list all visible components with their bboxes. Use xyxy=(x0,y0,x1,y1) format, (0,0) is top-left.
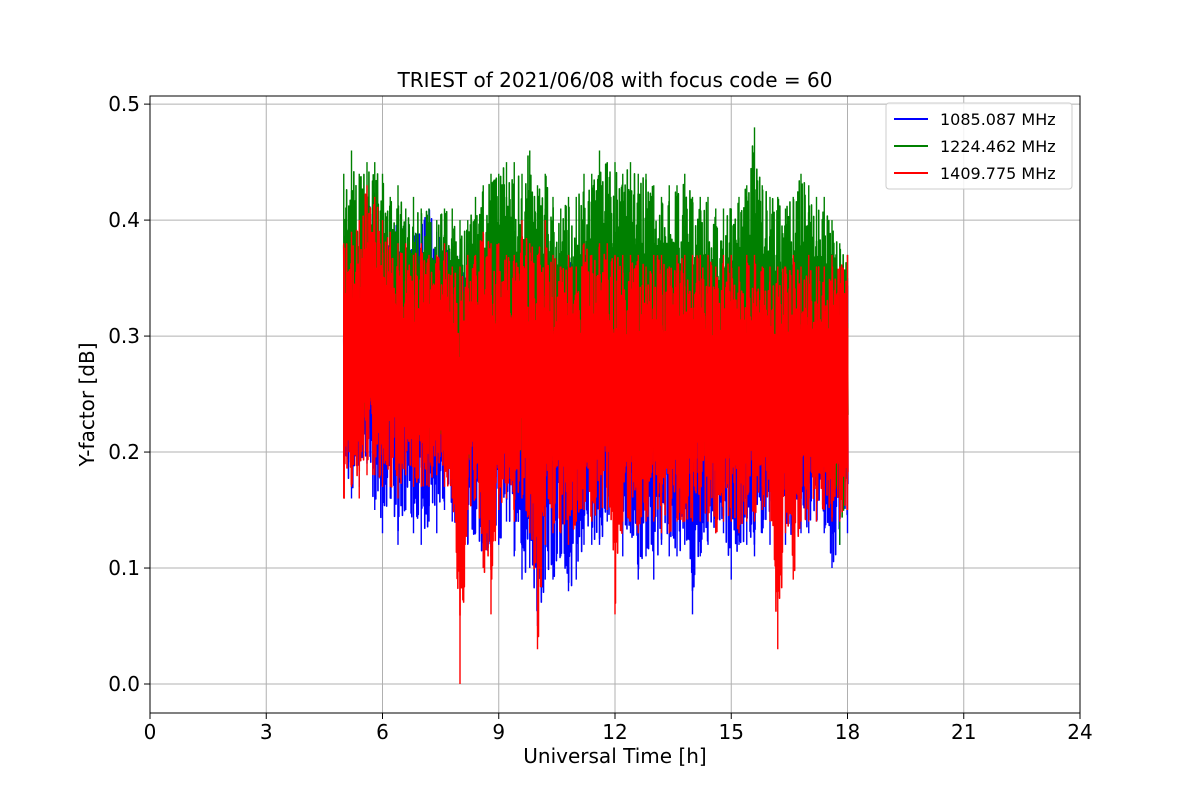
legend: 1085.087 MHz 1224.462 MHz 1409.775 MHz xyxy=(885,102,1073,190)
y-tick-label: 0.2 xyxy=(108,440,140,464)
axis-ticks: 0 3 6 9 12 15 18 21 24 0.0 0.1 0.2 0.3 0.4 0.5 xyxy=(108,92,1093,744)
x-tick-label: 21 xyxy=(951,720,976,744)
x-tick-label: 12 xyxy=(602,720,627,744)
x-tick-label: 15 xyxy=(719,720,744,744)
x-tick-label: 6 xyxy=(376,720,389,744)
legend-label: 1224.462 MHz xyxy=(940,137,1056,156)
x-tick-label: 3 xyxy=(260,720,273,744)
legend-label: 1085.087 MHz xyxy=(940,110,1056,129)
y-tick-label: 0.3 xyxy=(108,324,140,348)
y-tick-label: 0.0 xyxy=(108,672,140,696)
x-tick-label: 18 xyxy=(835,720,860,744)
y-tick-label: 0.5 xyxy=(108,92,140,116)
chart-title: TRIEST of 2021/06/08 with focus code = 6… xyxy=(397,68,833,92)
x-tick-label: 0 xyxy=(144,720,157,744)
x-tick-label: 9 xyxy=(492,720,505,744)
x-axis-label: Universal Time [h] xyxy=(523,744,706,768)
legend-box xyxy=(885,102,1073,190)
series-band-3 xyxy=(343,252,849,570)
y-tick-label: 0.4 xyxy=(108,208,140,232)
y-tick-label: 0.1 xyxy=(108,556,140,580)
series-group xyxy=(342,127,849,685)
x-tick-label: 24 xyxy=(1067,720,1092,744)
legend-label: 1409.775 MHz xyxy=(940,164,1056,183)
y-axis-label: Y-factor [dB] xyxy=(75,342,99,467)
